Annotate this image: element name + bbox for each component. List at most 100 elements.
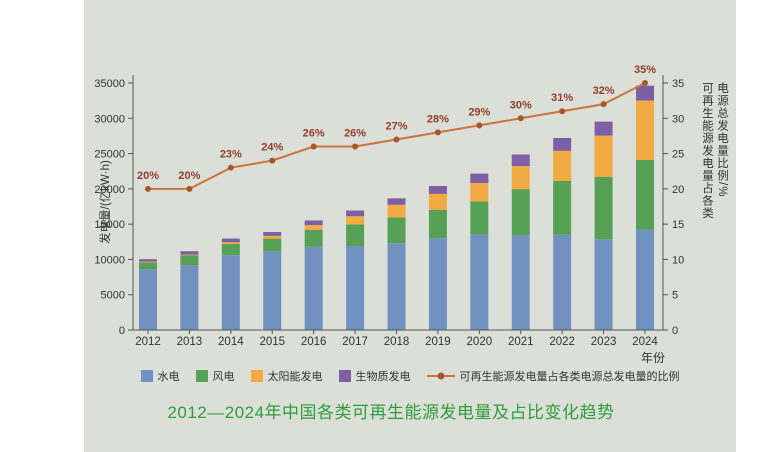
right-axis-title-line2: 电源总发电量比例/% [716,82,728,198]
bars [139,85,654,330]
trend-point [476,122,483,129]
bar-segment [346,210,365,217]
trend-point [434,129,441,136]
legend-line-dot [437,372,444,380]
legend-label: 可再生能源发电量占各类电源总发电量的比例 [459,371,680,383]
legend-line-icon [426,372,455,380]
bar-segment [180,254,199,256]
trend-point [269,157,276,164]
bar-segment [221,242,240,244]
legend-swatch [195,370,208,382]
percent-label: 24% [261,142,283,154]
bar-segment [346,216,365,225]
left-tick-label: 20000 [94,184,125,196]
bar-segment [470,173,489,183]
bar-segment [553,234,572,330]
chart-panel [84,0,736,452]
legend-label: 水电 [157,371,180,383]
bar-segment [511,154,530,167]
legend-swatch [140,370,153,382]
bar-segment [387,198,406,205]
bar-segment [304,229,323,247]
right-tick-label: 30 [672,113,684,125]
percent-label: 26% [344,128,366,140]
bar-segment [139,269,157,330]
bar-segment [636,159,654,230]
percent-label: 27% [385,120,407,132]
bar-segment [180,265,199,330]
percent-label: 23% [220,149,242,161]
bar-segment [221,255,240,330]
bar-segment [221,243,240,256]
bar-segment [221,238,240,243]
bar-segment [470,182,489,202]
bar-segment [470,201,489,235]
bar-segment [263,238,282,252]
bar-segment [594,239,613,330]
bar-segment [428,209,447,239]
x-tick-label: 2020 [467,336,493,348]
x-tick-label: 2013 [177,336,203,348]
bar-segment [139,259,157,262]
percent-label: 20% [178,170,200,182]
trend-point [517,115,524,122]
trend-point [310,143,317,150]
x-tick-label: 2024 [632,336,658,348]
bar-segment [553,150,572,181]
x-tick-label: 2023 [591,336,617,348]
bar-segment [387,217,406,244]
legend-item: 生物质发电 [338,368,411,384]
right-tick-label: 35 [672,78,684,90]
left-tick-label: 5000 [101,290,125,302]
x-tick-label: 2017 [342,336,368,348]
bar-segment [139,261,157,263]
right-axis-title: 可再生能源发电量占各类 电源总发电量比例/% [699,82,729,342]
percent-label: 26% [303,128,325,140]
bar-segment [304,225,323,230]
right-tick-label: 5 [672,290,678,302]
trend-point [559,108,566,115]
bar-segment [346,246,365,330]
legend: 水电 风电 太阳能发电 生物质发电 可再生能源发电量占各类电源总发电量的比例 [84,366,736,386]
legend-item: 水电 [140,368,180,384]
bar-segment [594,176,613,240]
legend-item: 风电 [195,368,235,384]
bar-segment [428,186,447,194]
bar-segment [553,137,572,151]
axes [128,75,668,334]
right-tick-label: 20 [672,184,684,196]
left-tick-label: 0 [119,325,125,337]
percent-label: 28% [427,113,449,125]
x-tick-label: 2016 [301,336,327,348]
bar-segment [594,121,613,136]
trend-point [145,185,151,192]
percent-label: 31% [551,92,573,104]
left-tick-label: 25000 [94,149,125,161]
legend-item: 太阳能发电 [250,368,323,384]
legend-item-line: 可再生能源发电量占各类电源总发电量的比例 [426,368,680,384]
bar-segment [636,229,654,330]
legend-label: 风电 [212,371,235,383]
trend-point [393,136,400,143]
x-tick-label: 2015 [259,336,285,348]
bar-segment [387,204,406,218]
legend-swatch [250,370,263,382]
legend-swatch [338,370,351,382]
percent-label: 29% [468,106,490,118]
x-tick-label: 2021 [508,336,534,348]
percent-label: 20% [137,170,159,182]
x-tick-label: 2014 [218,336,244,348]
left-tick-label: 35000 [94,78,125,90]
legend-label: 生物质发电 [355,371,411,383]
legend-label: 太阳能发电 [267,371,323,383]
right-tick-label: 15 [672,219,684,231]
x-tick-label: 2019 [425,336,451,348]
right-axis-title-line1: 可再生能源发电量占各类 [701,82,713,220]
bar-segment [470,234,489,330]
bar-segment [428,238,447,330]
bar-segment [304,246,323,330]
trend-point [600,101,607,108]
bar-segment [139,262,157,270]
bar-segment [428,193,447,210]
